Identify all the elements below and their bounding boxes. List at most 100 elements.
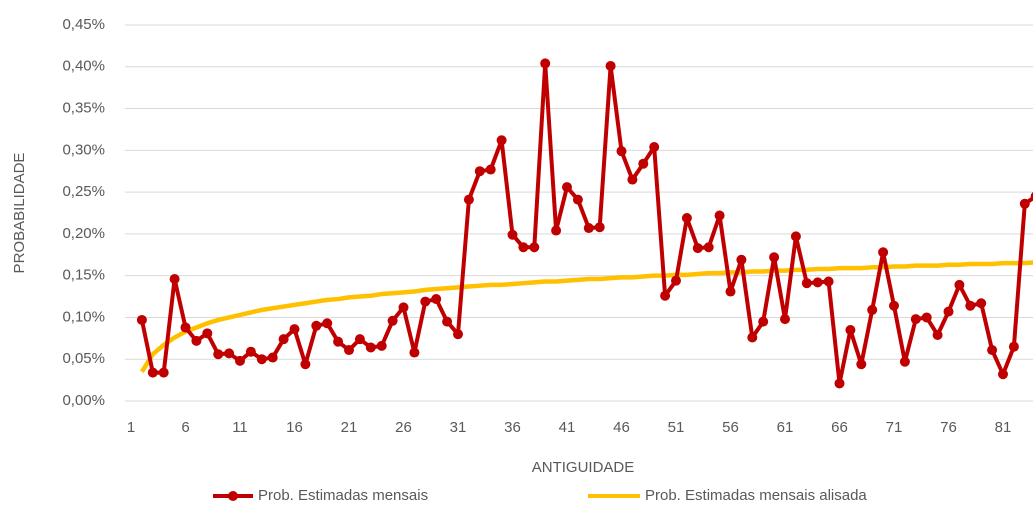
data-point	[202, 328, 213, 339]
data-point	[1019, 198, 1030, 209]
data-point	[463, 194, 474, 205]
data-point	[899, 356, 910, 367]
y-tick-label: 0,25%	[62, 183, 105, 200]
data-point	[965, 300, 976, 311]
data-point	[671, 275, 681, 286]
data-point	[780, 314, 790, 325]
data-point	[976, 298, 987, 309]
data-point	[540, 58, 551, 69]
y-tick-label: 0,05%	[62, 350, 105, 367]
data-point	[431, 294, 442, 305]
data-point	[627, 174, 638, 185]
data-point	[507, 229, 518, 240]
data-point	[801, 278, 812, 289]
x-tick-label: 1	[127, 419, 135, 436]
data-point	[572, 194, 583, 205]
data-point	[954, 279, 965, 290]
data-point	[376, 340, 387, 351]
data-point	[333, 336, 344, 347]
data-point	[1008, 341, 1019, 352]
data-point	[485, 164, 496, 175]
y-tick-label: 0,35%	[62, 100, 105, 117]
x-tick-label: 21	[341, 419, 358, 436]
data-point	[365, 342, 376, 353]
x-tick-label: 16	[286, 419, 303, 436]
y-tick-label: 0,15%	[62, 267, 105, 284]
x-tick-label: 61	[777, 419, 794, 436]
data-point	[158, 367, 169, 378]
x-tick-label: 11	[232, 419, 248, 436]
data-point	[867, 304, 878, 315]
x-tick-label: 71	[886, 419, 903, 436]
x-tick-label: 81	[995, 419, 1012, 436]
data-point	[943, 306, 954, 317]
data-point	[747, 332, 758, 343]
data-point	[224, 348, 235, 359]
data-point	[354, 334, 365, 345]
data-point	[681, 213, 692, 224]
data-point	[518, 242, 529, 253]
data-point	[583, 223, 594, 234]
data-point	[453, 329, 463, 340]
data-point	[289, 324, 300, 335]
data-point	[322, 318, 333, 329]
data-point	[245, 346, 256, 357]
y-tick-label: 0,20%	[62, 225, 105, 242]
x-tick-label: 46	[613, 419, 630, 436]
series-line	[139, 260, 1033, 373]
data-point	[932, 329, 943, 340]
data-point	[136, 314, 147, 325]
x-tick-label: 51	[668, 419, 685, 436]
y-tick-label: 0,45%	[62, 16, 105, 33]
data-point	[769, 252, 780, 263]
legend-marker	[228, 491, 238, 501]
x-tick-label: 26	[395, 419, 412, 436]
data-point	[474, 166, 485, 177]
data-point	[551, 225, 562, 236]
x-tick-label: 31	[450, 419, 467, 436]
data-point	[889, 300, 899, 311]
data-point	[398, 302, 409, 313]
data-point	[660, 290, 671, 301]
data-point	[638, 158, 649, 169]
x-axis-title: ANTIGUIDADE	[532, 459, 635, 476]
data-point	[256, 354, 267, 365]
data-point	[703, 242, 714, 253]
data-point	[692, 243, 703, 254]
data-point	[442, 316, 453, 327]
data-point	[191, 335, 202, 346]
data-point	[267, 352, 278, 363]
data-point	[987, 345, 998, 356]
data-point	[878, 247, 889, 258]
legend-label: Prob. Estimadas mensais	[258, 487, 428, 504]
data-point	[529, 242, 540, 253]
data-point	[616, 146, 627, 157]
data-point	[725, 286, 736, 297]
data-point	[714, 210, 725, 221]
data-point	[409, 347, 420, 358]
data-point	[921, 312, 932, 323]
data-point	[169, 274, 180, 285]
y-tick-label: 0,10%	[62, 308, 105, 325]
x-tick-label: 41	[559, 419, 576, 436]
data-point	[562, 182, 572, 193]
data-point	[605, 60, 616, 71]
data-point	[823, 276, 834, 287]
data-point	[180, 322, 191, 333]
data-point	[235, 355, 245, 366]
y-tick-label: 0,00%	[62, 392, 105, 409]
x-tick-label: 36	[504, 419, 521, 436]
data-point	[278, 334, 289, 345]
x-tick-label: 6	[181, 419, 189, 436]
data-point	[594, 222, 605, 233]
data-point	[1030, 192, 1033, 201]
data-point	[387, 315, 398, 326]
data-point	[856, 359, 867, 370]
data-point	[812, 277, 823, 288]
data-point	[790, 231, 801, 242]
data-point	[736, 254, 747, 265]
x-tick-label: 66	[831, 419, 848, 436]
data-point	[147, 367, 158, 378]
